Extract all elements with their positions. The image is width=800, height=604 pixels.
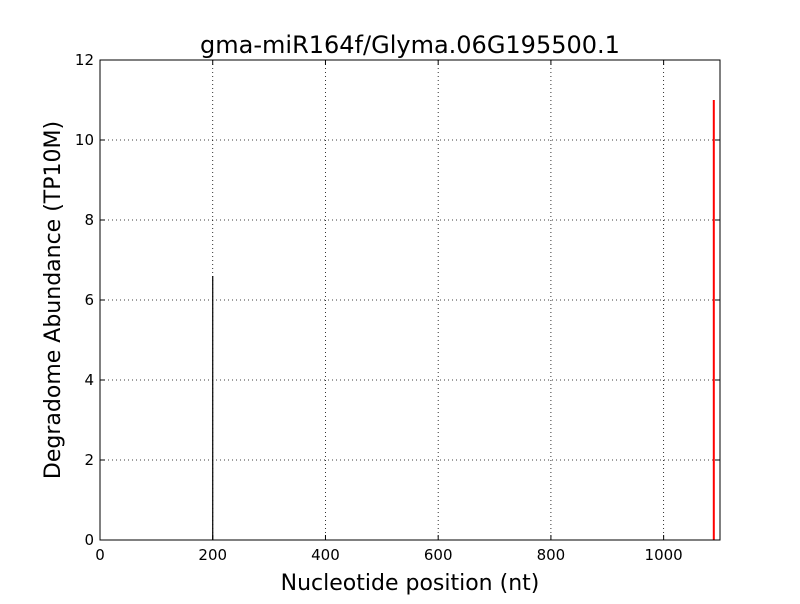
- y-tick-label: 6: [84, 291, 94, 309]
- x-tick-label: 0: [95, 546, 105, 564]
- y-tick-label: 0: [84, 531, 94, 549]
- y-tick-label: 12: [75, 51, 94, 69]
- y-tick-label: 8: [84, 211, 94, 229]
- y-tick-label: 2: [84, 451, 94, 469]
- y-tick-label: 4: [84, 371, 94, 389]
- y-tick-label: 10: [75, 131, 94, 149]
- x-tick-label: 800: [537, 546, 566, 564]
- x-axis-label: Nucleotide position (nt): [281, 571, 540, 596]
- x-tick-label: 1000: [645, 546, 683, 564]
- x-tick-label: 400: [311, 546, 340, 564]
- x-tick-label: 200: [198, 546, 227, 564]
- y-axis-label: Degradome Abundance (TP10M): [41, 121, 66, 479]
- x-tick-label: 600: [424, 546, 453, 564]
- chart-title: gma-miR164f/Glyma.06G195500.1: [200, 31, 620, 59]
